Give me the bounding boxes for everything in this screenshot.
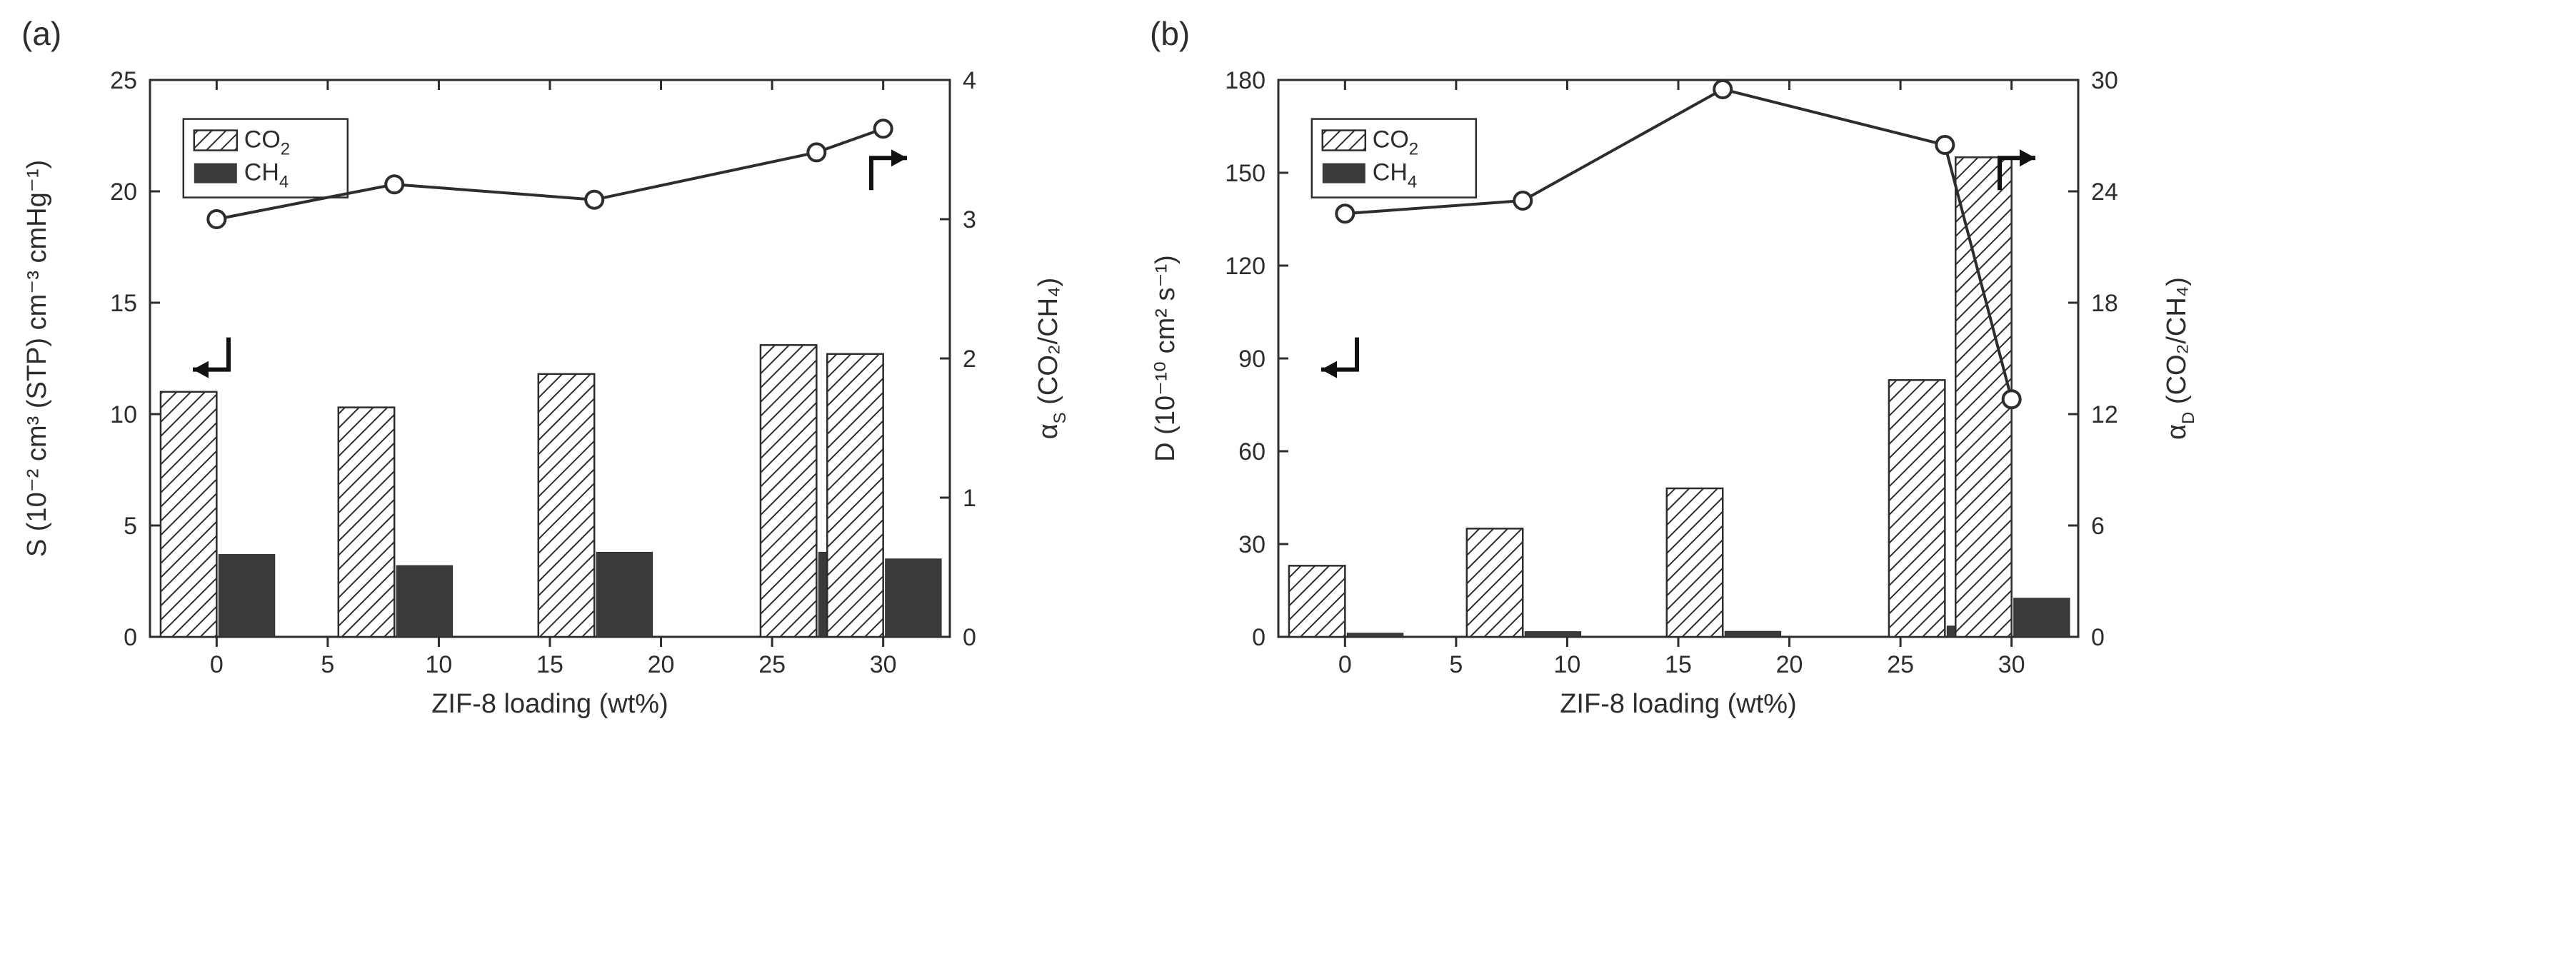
svg-text:90: 90 (1238, 346, 1266, 373)
svg-text:10: 10 (110, 401, 137, 428)
alpha-line (1345, 89, 2011, 399)
svg-text:15: 15 (536, 651, 563, 678)
panel-b-plot: 0 5 10 15 20 25 30 0 30 60 90 120 150 180 0 6 12 18 24 30 CO… (1143, 59, 2214, 733)
svg-text:25: 25 (110, 67, 137, 94)
right-axis-arrow-icon (2020, 149, 2035, 166)
alpha-marker (1936, 136, 1953, 154)
x-axis-title: ZIF-8 loading (wt%) (431, 689, 668, 719)
svg-text:24: 24 (2091, 178, 2118, 206)
svg-text:18: 18 (2091, 290, 2118, 317)
bar-co2 (761, 345, 816, 637)
alpha-marker (808, 144, 825, 161)
svg-text:5: 5 (124, 513, 137, 540)
svg-text:15: 15 (1665, 651, 1692, 678)
panel-a-wrap: (a) 0 5 10 15 20 25 30 0 5 10 15 20 25 0 1 2 3 4 CO2CH4 ZIF… (14, 14, 1086, 733)
y2-axis-title: αS (CO₂/CH₄) (1033, 278, 1070, 440)
alpha-marker (586, 191, 603, 208)
svg-text:20: 20 (1776, 651, 1803, 678)
left-axis-arrow-icon (193, 361, 209, 378)
svg-text:12: 12 (2091, 401, 2118, 428)
svg-text:1: 1 (963, 485, 976, 512)
bar-ch4 (1525, 632, 1580, 637)
svg-text:25: 25 (758, 651, 786, 678)
bar-ch4 (886, 559, 941, 637)
svg-text:4: 4 (963, 67, 976, 94)
svg-text:0: 0 (1252, 624, 1266, 651)
bar-co2 (161, 392, 216, 637)
alpha-marker (386, 176, 403, 193)
svg-text:60: 60 (1238, 438, 1266, 466)
panel-a-label: (a) (21, 14, 1086, 53)
svg-text:30: 30 (2091, 67, 2118, 94)
bar-ch4 (396, 565, 452, 637)
alpha-marker (208, 211, 225, 228)
svg-text:30: 30 (1998, 651, 2025, 678)
svg-text:25: 25 (1887, 651, 1914, 678)
left-axis-arrow-icon (1321, 361, 1337, 378)
svg-text:5: 5 (1449, 651, 1463, 678)
svg-text:6: 6 (2091, 513, 2105, 540)
svg-text:30: 30 (1238, 531, 1266, 558)
svg-text:30: 30 (870, 651, 897, 678)
svg-text:20: 20 (110, 178, 137, 206)
svg-text:10: 10 (426, 651, 453, 678)
panel-b-label: (b) (1150, 14, 2214, 53)
svg-text:3: 3 (963, 206, 976, 233)
alpha-marker (2003, 391, 2020, 408)
bar-co2 (827, 354, 883, 637)
svg-text:180: 180 (1225, 67, 1266, 94)
panel-b-wrap: (b) 0 5 10 15 20 25 30 0 30 60 90 120 150 180 0 6 12 18 24… (1143, 14, 2214, 733)
svg-text:120: 120 (1225, 253, 1266, 280)
svg-text:0: 0 (1338, 651, 1352, 678)
y2-axis-title: αD (CO₂/CH₄) (2162, 277, 2198, 440)
bar-ch4 (596, 552, 652, 637)
bar-co2 (1289, 565, 1345, 637)
legend-entry-co2: CO2 (1373, 126, 1418, 159)
alpha-marker (1714, 81, 1731, 98)
svg-text:15: 15 (110, 290, 137, 317)
bar-co2 (1467, 528, 1523, 637)
alpha-marker (1514, 192, 1531, 209)
svg-text:0: 0 (210, 651, 224, 678)
bar-co2 (1667, 488, 1723, 637)
bar-co2 (1889, 380, 1945, 637)
svg-text:2: 2 (963, 346, 976, 373)
svg-text:10: 10 (1554, 651, 1581, 678)
bar-co2 (538, 374, 594, 637)
legend-entry-co2: CO2 (244, 126, 290, 159)
svg-text:0: 0 (2091, 624, 2105, 651)
y1-axis-title: S (10⁻² cm³ (STP) cm⁻³ cmHg⁻¹) (22, 160, 52, 557)
panel-a-plot: 0 5 10 15 20 25 30 0 5 10 15 20 25 0 1 2 3 4 CO2CH4 ZIF-8 l… (14, 59, 1086, 733)
alpha-marker (1336, 205, 1353, 222)
figure-row: (a) 051015202530051015202501234CO2CH4ZIF… (14, 14, 2562, 733)
svg-text:5: 5 (321, 651, 334, 678)
legend-entry-ch4: CH4 (244, 159, 289, 192)
bar-ch4 (219, 555, 274, 637)
svg-text:0: 0 (124, 624, 137, 651)
x-axis-title: ZIF-8 loading (wt%) (1560, 689, 1797, 719)
bar-ch4 (1725, 631, 1780, 637)
legend-entry-ch4: CH4 (1373, 159, 1417, 192)
right-axis-arrow-icon (891, 149, 907, 166)
svg-text:20: 20 (648, 651, 675, 678)
bar-ch4 (2014, 598, 2070, 637)
alpha-marker (875, 120, 892, 137)
svg-text:0: 0 (963, 624, 976, 651)
bar-co2 (339, 408, 394, 637)
y1-axis-title: D (10⁻¹⁰ cm² s⁻¹) (1151, 255, 1181, 462)
svg-text:150: 150 (1225, 160, 1266, 187)
alpha-line (216, 129, 883, 219)
bar-ch4 (1347, 633, 1403, 637)
